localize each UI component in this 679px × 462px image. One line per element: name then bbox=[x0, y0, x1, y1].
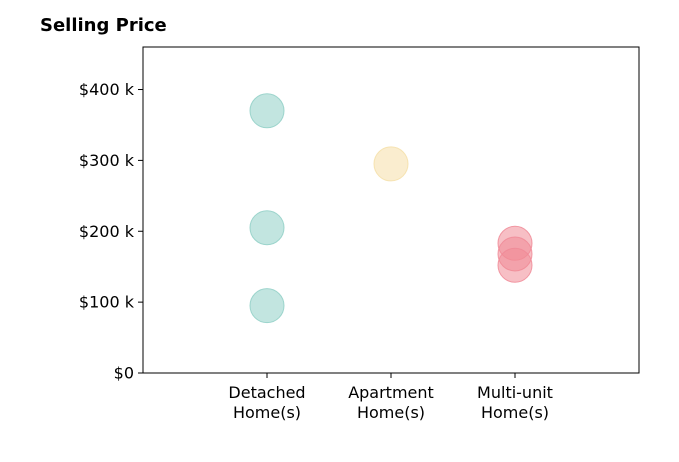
y-tick-label: $200 k bbox=[79, 222, 135, 241]
data-point-1-3 bbox=[249, 288, 285, 324]
y-tick-label: $400 k bbox=[79, 80, 135, 99]
x-axis: Detached Home(s) Apartment Home(s) Multi-uni… bbox=[228, 373, 553, 422]
x-tick-label: Detached Home(s) bbox=[228, 383, 305, 422]
x-tick-label: Multi-unit Home(s) bbox=[477, 383, 553, 422]
data-point-2-1 bbox=[373, 146, 409, 182]
y-tick-label: $300 k bbox=[79, 151, 135, 170]
y-tick-label: $0 bbox=[114, 364, 134, 383]
data-point-1-1 bbox=[249, 93, 285, 129]
data-point-1-2 bbox=[249, 210, 285, 246]
x-tick-label: Apartment Home(s) bbox=[348, 383, 434, 422]
y-axis: $0 $100 k $200 k $300 k $400 k bbox=[79, 80, 143, 383]
chart-title: Selling Price bbox=[40, 15, 167, 36]
data-point-3-3 bbox=[497, 247, 533, 283]
plot-frame bbox=[142, 46, 640, 374]
y-tick-label: $100 k bbox=[79, 293, 135, 312]
data-points bbox=[249, 93, 533, 324]
